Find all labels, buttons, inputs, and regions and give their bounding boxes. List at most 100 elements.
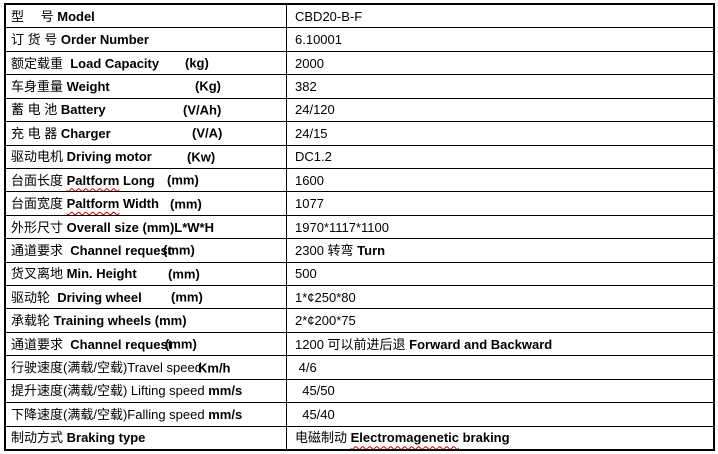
text-segment: 1970*1117*1100 bbox=[295, 219, 389, 235]
value-cell: 382 bbox=[287, 75, 713, 97]
text-segment: Channel request bbox=[70, 336, 173, 352]
table-row: 蓄 电 池 Battery (V/Ah) 24/120 bbox=[6, 98, 713, 123]
value-cell: CBD20-B-F bbox=[287, 5, 713, 27]
text-segment: 45/40 bbox=[295, 406, 335, 422]
value-cell: 1077 bbox=[287, 192, 713, 214]
text-segment: 2*¢200*75 bbox=[295, 313, 356, 329]
table-row: 台面长度 Paltform Long (mm) 1600 bbox=[6, 168, 713, 193]
text-segment: braking bbox=[459, 430, 510, 446]
parameter-cell: 充 电 器 Charger (V/A) bbox=[6, 122, 287, 145]
unit-label: (mm) bbox=[170, 196, 202, 212]
table-row: 订 货 号 Order Number 6.10001 bbox=[6, 28, 713, 52]
text-segment: 24/120 bbox=[295, 102, 335, 118]
text-segment: 4/6 bbox=[295, 360, 317, 376]
text-segment: Driving motor bbox=[66, 149, 152, 165]
text-segment: 45/50 bbox=[295, 383, 335, 399]
unit-label: (mm) bbox=[163, 242, 195, 258]
text-segment: 型 号 bbox=[11, 8, 58, 24]
text-segment: mm/s bbox=[208, 383, 243, 399]
text-segment: Driving wheel bbox=[57, 289, 142, 305]
table-row: 通道要求 Channel request (mm) 1200 可以前进后退 Forw… bbox=[6, 332, 713, 357]
parameter-cell: 行驶速度(满载/空载)Travel speed Km/h bbox=[6, 356, 287, 379]
text-segment: Load Capacity bbox=[70, 55, 160, 71]
value-cell: 45/50 bbox=[287, 380, 713, 402]
text-segment: Order Number bbox=[60, 32, 149, 48]
text-segment: Battery bbox=[60, 102, 106, 118]
parameter-cell: 驱动轮 Driving wheel (mm) bbox=[6, 286, 287, 309]
value-cell: 2*¢200*75 bbox=[287, 309, 713, 331]
unit-label: (Kg) bbox=[195, 78, 221, 94]
parameter-cell: 货叉离地 Min. Height (mm) bbox=[6, 262, 287, 286]
parameter-cell: 订 货 号 Order Number bbox=[6, 28, 287, 51]
text-segment: Long bbox=[119, 172, 155, 188]
table-row: 通道要求 Channel request (mm) 2300 转弯 Turn bbox=[6, 239, 713, 263]
text-segment: 电磁制动 bbox=[295, 430, 351, 446]
value-cell: 1970*1117*1100 bbox=[287, 216, 713, 238]
unit-label: (Kw) bbox=[187, 149, 216, 165]
value-cell: 500 bbox=[287, 263, 713, 285]
value-cell: 2000 bbox=[287, 52, 713, 74]
table-row: 充 电 器 Charger (V/A) 24/15 bbox=[6, 122, 713, 146]
unit-label: (mm) bbox=[171, 289, 203, 305]
text-segment: 货叉离地 bbox=[11, 266, 67, 282]
table-row: 驱动电机 Driving motor (Kw) DC1.2 bbox=[6, 145, 713, 169]
text-segment: 2300 转弯 bbox=[295, 242, 358, 258]
text-segment: 驱动电机 bbox=[11, 149, 67, 165]
table-row: 车身重量 Weight (Kg) 382 bbox=[6, 75, 713, 99]
value-cell: 45/40 bbox=[287, 403, 713, 425]
text-segment: Charger bbox=[60, 125, 111, 141]
text-segment: 提升速度(满载/空载) Lifting speed bbox=[11, 383, 209, 399]
text-segment: Turn bbox=[357, 242, 386, 258]
text-segment: 车身重量 bbox=[11, 78, 67, 94]
text-segment: Training wheels (mm) bbox=[53, 313, 187, 329]
value-cell: 6.10001 bbox=[287, 28, 713, 50]
parameter-cell: 通道要求 Channel request (mm) bbox=[6, 332, 287, 356]
table-row: 承载轮 Training wheels (mm) 2*¢200*75 bbox=[6, 309, 713, 333]
text-segment: Model bbox=[57, 8, 95, 24]
parameter-cell: 承载轮 Training wheels (mm) bbox=[6, 309, 287, 332]
text-segment: Forward and Backward bbox=[409, 336, 553, 352]
value-cell: 4/6 bbox=[287, 356, 713, 378]
table-row: 行驶速度(满载/空载)Travel speed Km/h 4/6 bbox=[6, 356, 713, 380]
parameter-cell: 型 号 Model bbox=[6, 5, 287, 28]
text-segment: 行驶速度(满载/空载)Travel speed bbox=[11, 360, 202, 376]
table-row: 下降速度(满载/空载)Falling speed mm/s 45/40 bbox=[6, 403, 713, 427]
parameter-cell: 驱动电机 Driving motor (Kw) bbox=[6, 145, 287, 168]
text-segment: 台面宽度 bbox=[11, 196, 67, 212]
text-segment: Overall size (mm)L*W*H bbox=[66, 219, 214, 235]
text-segment: 驱动轮 bbox=[11, 289, 58, 305]
parameter-cell: 台面长度 Paltform Long (mm) bbox=[6, 168, 287, 192]
text-segment: 1*¢250*80 bbox=[295, 289, 356, 305]
value-cell: 1*¢250*80 bbox=[287, 286, 713, 308]
text-segment: 通道要求 bbox=[11, 242, 71, 258]
table-row: 额定载重 Load Capacity (kg) 2000 bbox=[6, 51, 713, 76]
parameter-cell: 提升速度(满载/空载) Lifting speed mm/s bbox=[6, 379, 287, 403]
text-segment: Min. Height bbox=[66, 266, 137, 282]
table-row: 驱动轮 Driving wheel (mm) 1*¢250*80 bbox=[6, 286, 713, 310]
unit-label: (V/A) bbox=[192, 125, 223, 141]
parameter-cell: 外形尺寸 Overall size (mm)L*W*H bbox=[6, 215, 287, 239]
table-row: 制动方式 Braking type 电磁制动 Electromagenetic b… bbox=[6, 426, 713, 450]
misspelled-word: Electromagenetic bbox=[350, 430, 459, 446]
parameter-cell: 台面宽度 Paltform Width (mm) bbox=[6, 192, 287, 215]
unit-label: (V/Ah) bbox=[183, 102, 222, 118]
text-segment: 通道要求 bbox=[11, 336, 71, 352]
parameter-cell: 制动方式 Braking type bbox=[6, 426, 287, 450]
text-segment: 1600 bbox=[295, 172, 324, 188]
text-segment: 外形尺寸 bbox=[11, 219, 67, 235]
parameter-cell: 下降速度(满载/空载)Falling speed mm/s bbox=[6, 403, 287, 426]
text-segment: mm/s bbox=[208, 406, 243, 422]
text-segment: 台面长度 bbox=[11, 172, 67, 188]
text-segment: Braking type bbox=[66, 430, 146, 446]
unit-label: (kg) bbox=[185, 55, 209, 71]
table-row: 货叉离地 Min. Height (mm) 500 bbox=[6, 262, 713, 287]
unit-label: (mm) bbox=[168, 266, 200, 282]
text-segment: 382 bbox=[295, 78, 317, 94]
text-segment: 充 电 器 bbox=[11, 125, 61, 141]
text-segment: 蓄 电 池 bbox=[11, 102, 61, 118]
text-segment: 下降速度(满载/空载)Falling speed bbox=[11, 406, 209, 422]
unit-label: Km/h bbox=[198, 360, 231, 376]
parameter-cell: 车身重量 Weight (Kg) bbox=[6, 75, 287, 98]
value-cell: DC1.2 bbox=[287, 146, 713, 168]
